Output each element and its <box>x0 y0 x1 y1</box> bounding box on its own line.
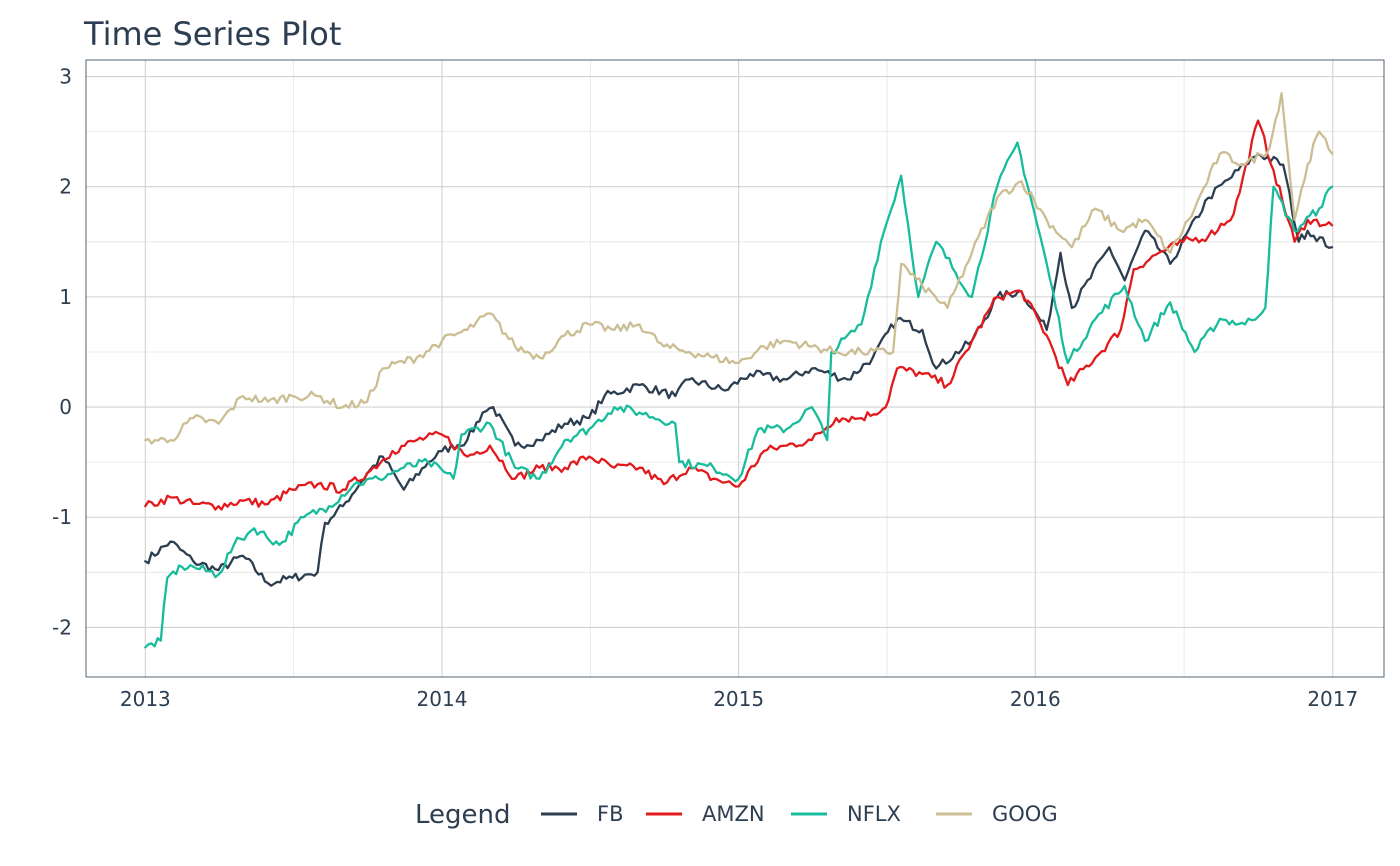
x-tick-label: 2015 <box>713 687 764 711</box>
y-tick-label: -2 <box>52 615 72 639</box>
legend: Legend FB AMZN NFLX GOOG <box>415 800 1058 830</box>
y-tick-label: 3 <box>59 65 72 89</box>
x-tick-label: 2017 <box>1307 687 1358 711</box>
series-line-amzn <box>144 119 1334 511</box>
y-tick-label: 2 <box>59 175 72 199</box>
x-tick-label: 2016 <box>1010 687 1061 711</box>
chart-title: Time Series Plot <box>83 15 341 53</box>
legend-label-nflx: NFLX <box>847 802 901 826</box>
legend-label-fb: FB <box>597 802 624 826</box>
axes: -2 -1 0 1 2 3 2013 2014 2015 2016 2017 <box>52 65 1358 711</box>
plot-panel-border <box>85 59 1385 678</box>
legend-label-amzn: AMZN <box>702 802 765 826</box>
x-tick-label: 2014 <box>417 687 468 711</box>
series-line-nflx <box>144 141 1334 649</box>
y-tick-label: 0 <box>59 395 72 419</box>
grid <box>86 60 1384 677</box>
legend-label-goog: GOOG <box>992 802 1058 826</box>
x-tick-label: 2013 <box>120 687 171 711</box>
y-tick-label: -1 <box>52 505 72 529</box>
legend-title: Legend <box>415 800 511 830</box>
y-tick-label: 1 <box>59 285 72 309</box>
series-lines <box>144 91 1334 649</box>
series-line-fb <box>144 152 1334 587</box>
series-line-goog <box>144 91 1334 445</box>
